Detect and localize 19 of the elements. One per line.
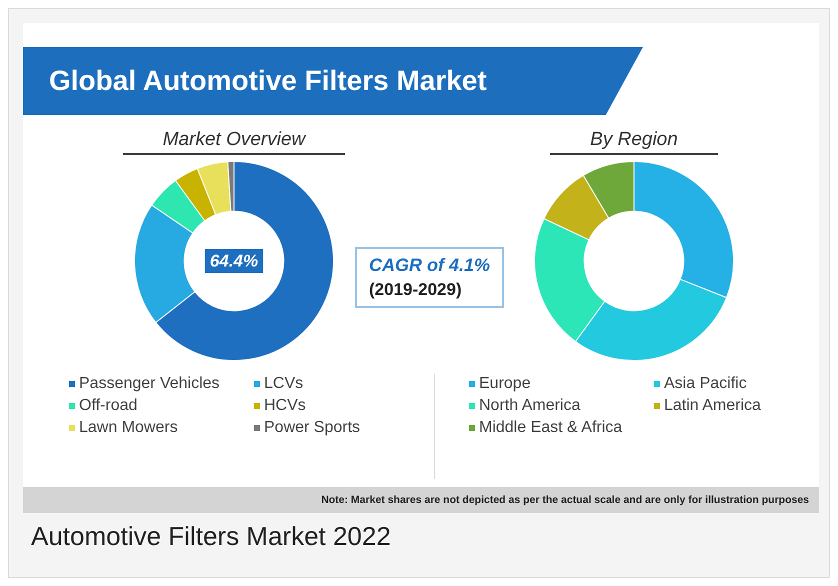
legend-label: Passenger Vehicles — [79, 375, 220, 393]
text: Note: Market shares are not depicted as per the actual scale and are only for illustration purposes — [23, 487, 819, 513]
chart-title: By Region — [550, 129, 718, 155]
text: (2019-2029) — [369, 280, 463, 300]
legend-label: Europe — [479, 375, 531, 393]
text: Automotive Filters Market 2022 — [31, 521, 391, 552]
legend-label: Off-road — [79, 397, 138, 415]
legend-label: Lawn Mowers — [79, 419, 178, 437]
legend-label: HCVs — [264, 397, 306, 415]
legend-label: LCVs — [264, 375, 304, 393]
text: CAGR of 4.1% — [369, 255, 490, 276]
legend-label: Power Sports — [264, 419, 360, 437]
chart-subtitle: Market Overview — [122, 129, 346, 155]
legend-label: Middle East & Africa — [479, 419, 622, 437]
legend-label: Latin America — [664, 397, 761, 415]
legend-label: Asia Pacific — [664, 375, 747, 393]
chart-title: Global Automotive Filters Market — [49, 65, 487, 97]
data-label: 64.4% — [210, 252, 258, 271]
legend-label: North America — [479, 397, 580, 415]
